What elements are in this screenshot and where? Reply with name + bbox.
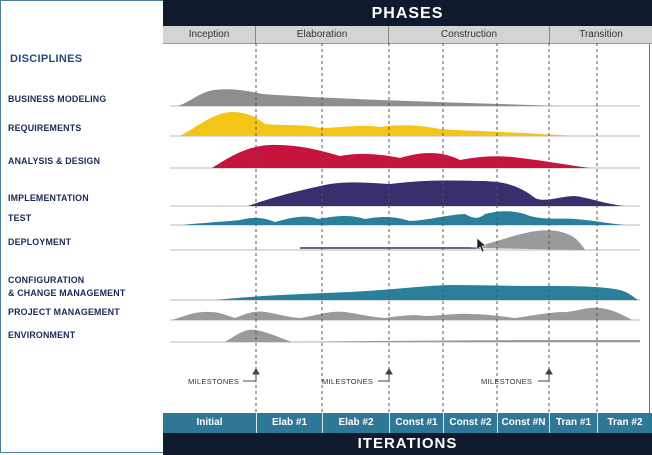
- project-management-curve: [172, 307, 632, 320]
- config-change-curve: [216, 285, 638, 300]
- milestone-arrowhead: [545, 368, 553, 375]
- iterations-footer: ITERATIONS: [163, 433, 652, 455]
- iteration-divider: [549, 413, 550, 433]
- discipline-deployment: DEPLOYMENT: [8, 237, 72, 248]
- iteration-tran-2: Tran #2: [607, 417, 643, 428]
- phases-header: PHASES: [163, 0, 652, 26]
- milestone-label: MILESTONES: [188, 377, 240, 386]
- iteration-const-1: Const #1: [395, 417, 438, 428]
- mouse-cursor-icon: [476, 237, 487, 253]
- iteration-divider: [322, 413, 323, 433]
- iteration-divider: [443, 413, 444, 433]
- discipline-analysis-design: ANALYSIS & DESIGN: [8, 156, 101, 167]
- iteration-divider: [597, 413, 598, 433]
- iteration-tran-1: Tran #1: [555, 417, 592, 428]
- iteration-divider: [497, 413, 498, 433]
- phase-divider: [549, 26, 550, 43]
- business-modeling-curve: [178, 89, 560, 106]
- discipline-project-management: PROJECT MANAGEMENT: [8, 307, 120, 318]
- discipline-environment: ENVIRONMENT: [8, 330, 76, 341]
- phase-transition: Transition: [579, 29, 623, 40]
- iteration-const-2: Const #2: [449, 417, 492, 428]
- test-curve: [182, 211, 625, 225]
- iteration-dividers: [255, 43, 598, 413]
- phase-construction: Construction: [440, 29, 498, 40]
- phase-inception: Inception: [188, 29, 230, 40]
- discipline-business-modeling: BUSINESS MODELING: [8, 94, 107, 105]
- milestone-arrowhead: [252, 368, 260, 375]
- iteration-initial: Initial: [196, 417, 223, 428]
- iteration-divider: [256, 413, 257, 433]
- milestone-arrows: [243, 368, 553, 382]
- discipline-change-management: & CHANGE MANAGEMENT: [8, 288, 126, 299]
- discipline-implementation: IMPLEMENTATION: [8, 193, 89, 204]
- environment-tail: [292, 340, 640, 342]
- phase-elaboration: Elaboration: [296, 29, 348, 40]
- phase-divider: [388, 26, 389, 43]
- discipline-test: TEST: [8, 213, 32, 224]
- iteration-elab-1: Elab #1: [271, 417, 308, 428]
- milestone-label: MILESTONES: [322, 377, 374, 386]
- phase-divider: [255, 26, 256, 43]
- iteration-divider: [389, 413, 390, 433]
- environment-curve: [225, 329, 292, 342]
- phase-row: Inception Elaboration Construction Trans…: [163, 26, 652, 44]
- iteration-row: Initial Elab #1 Elab #2 Const #1 Const #…: [163, 413, 652, 433]
- disciplines-heading: DISCIPLINES: [10, 53, 83, 65]
- milestone-label: MILESTONES: [481, 377, 533, 386]
- iteration-elab-2: Elab #2: [338, 417, 374, 428]
- iteration-const-n: Const #N: [501, 417, 546, 428]
- analysis-design-curve: [212, 144, 590, 168]
- implementation-curve: [248, 180, 625, 206]
- requirements-curve: [180, 112, 580, 136]
- deployment-curve: [470, 230, 585, 250]
- milestone-arrowhead: [385, 368, 393, 375]
- discipline-configuration: CONFIGURATION: [8, 275, 85, 286]
- discipline-requirements: REQUIREMENTS: [8, 123, 82, 134]
